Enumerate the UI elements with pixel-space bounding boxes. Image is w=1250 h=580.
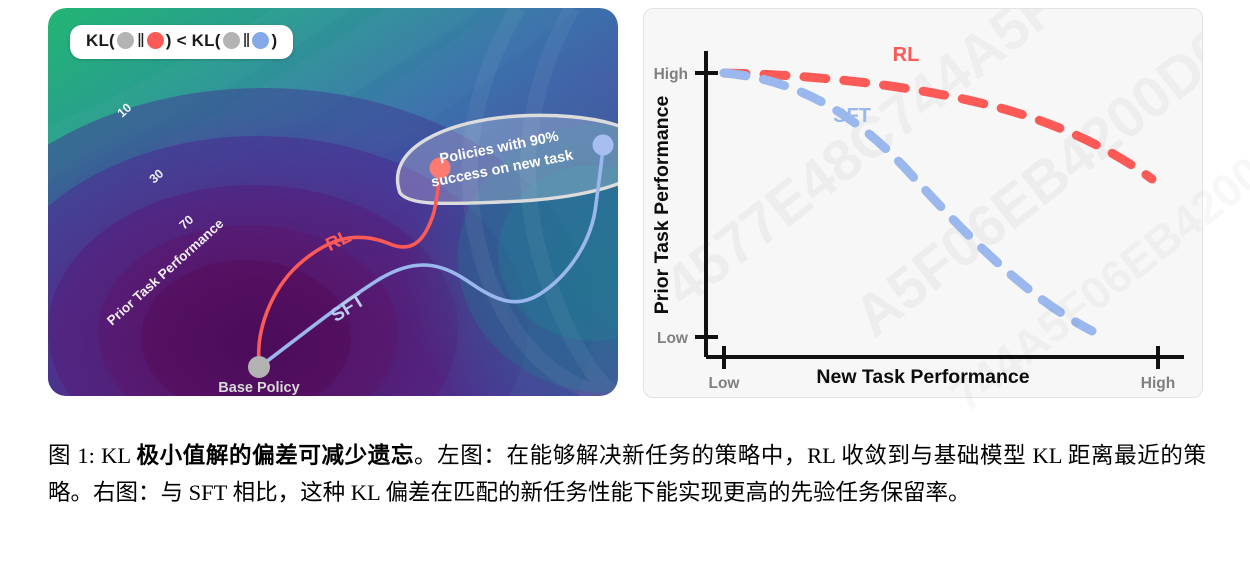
kl-legend-text: KL( ‖) < KL( ‖) bbox=[86, 32, 277, 51]
x-tick-low: Low bbox=[709, 375, 741, 392]
loss-landscape-svg: Base Policy RL SFT Policies with 90% suc… bbox=[48, 8, 618, 396]
sft-trajectory bbox=[260, 146, 605, 367]
caption-bold: 极小值解的偏差可减少遗忘 bbox=[136, 443, 414, 468]
y-tick-high: High bbox=[654, 66, 688, 83]
sft-series-label: SFT bbox=[833, 105, 871, 127]
caption-rest: 。左图：在能够解决新任务的策略中，RL 收敛到与基础模型 KL 距离最近的策略。… bbox=[48, 443, 1206, 505]
kl-open-paren-1: KL( bbox=[86, 31, 115, 50]
success-region-blob bbox=[396, 113, 618, 206]
rl-trajectory bbox=[256, 169, 442, 365]
base-policy-marker bbox=[248, 356, 270, 378]
base-policy-dot-icon-2 bbox=[222, 32, 240, 49]
rl-series-line bbox=[719, 68, 1157, 184]
kl-open-paren-2: KL( bbox=[191, 31, 221, 50]
y-tick-low: Low bbox=[657, 330, 689, 347]
kl-inequality-legend: KL( ‖) < KL( ‖) bbox=[70, 25, 294, 59]
kl-less-than: < bbox=[171, 31, 192, 50]
sft-policy-dot-icon bbox=[252, 32, 270, 49]
chart-watermark: 4577E48C744A5F06EB4200D0A79 A5F06EB4200D… bbox=[652, 9, 1202, 349]
caption-prefix: 图 1: KL bbox=[48, 443, 137, 468]
figure-caption: 图 1: KL 极小值解的偏差可减少遗忘。左图：在能够解决新任务的策略中，RL … bbox=[48, 437, 1206, 511]
base-policy-label: Base Policy bbox=[218, 380, 299, 396]
y-axis-title: Prior Task Performance bbox=[651, 96, 673, 315]
loss-landscape-panel: Base Policy RL SFT Policies with 90% suc… bbox=[48, 8, 618, 396]
rl-series-label: RL bbox=[893, 44, 920, 66]
kl-divider-2: ‖ bbox=[242, 31, 251, 52]
figure-row: Base Policy RL SFT Policies with 90% suc… bbox=[48, 8, 1203, 398]
tradeoff-chart-panel: 4577E48C744A5F06EB4200D0A79 A5F06EB4200D… bbox=[643, 8, 1203, 398]
base-policy-dot-icon bbox=[116, 32, 134, 49]
x-tick-high: High bbox=[1141, 375, 1175, 392]
tradeoff-chart-svg: 4577E48C744A5F06EB4200D0A79 A5F06EB4200D… bbox=[651, 9, 1202, 392]
kl-divider-1: ‖ bbox=[136, 31, 145, 52]
chart-axes bbox=[695, 51, 1184, 369]
kl-close-paren-1: ) bbox=[165, 31, 172, 50]
rl-policy-dot-icon bbox=[146, 32, 164, 49]
rl-endpoint-marker bbox=[429, 157, 451, 179]
x-axis-title: New Task Performance bbox=[816, 366, 1030, 388]
sft-series-line bbox=[719, 68, 1097, 336]
kl-close-paren-2: ) bbox=[271, 31, 278, 50]
sft-endpoint-marker bbox=[592, 134, 614, 156]
